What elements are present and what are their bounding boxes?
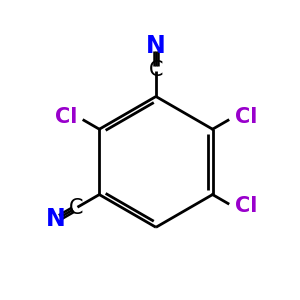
Text: Cl: Cl xyxy=(235,196,257,217)
Text: C: C xyxy=(149,60,163,80)
Text: Cl: Cl xyxy=(235,107,257,127)
Text: C: C xyxy=(69,198,83,218)
Text: N: N xyxy=(46,207,65,231)
Text: N: N xyxy=(146,34,166,58)
Text: Cl: Cl xyxy=(55,107,77,127)
